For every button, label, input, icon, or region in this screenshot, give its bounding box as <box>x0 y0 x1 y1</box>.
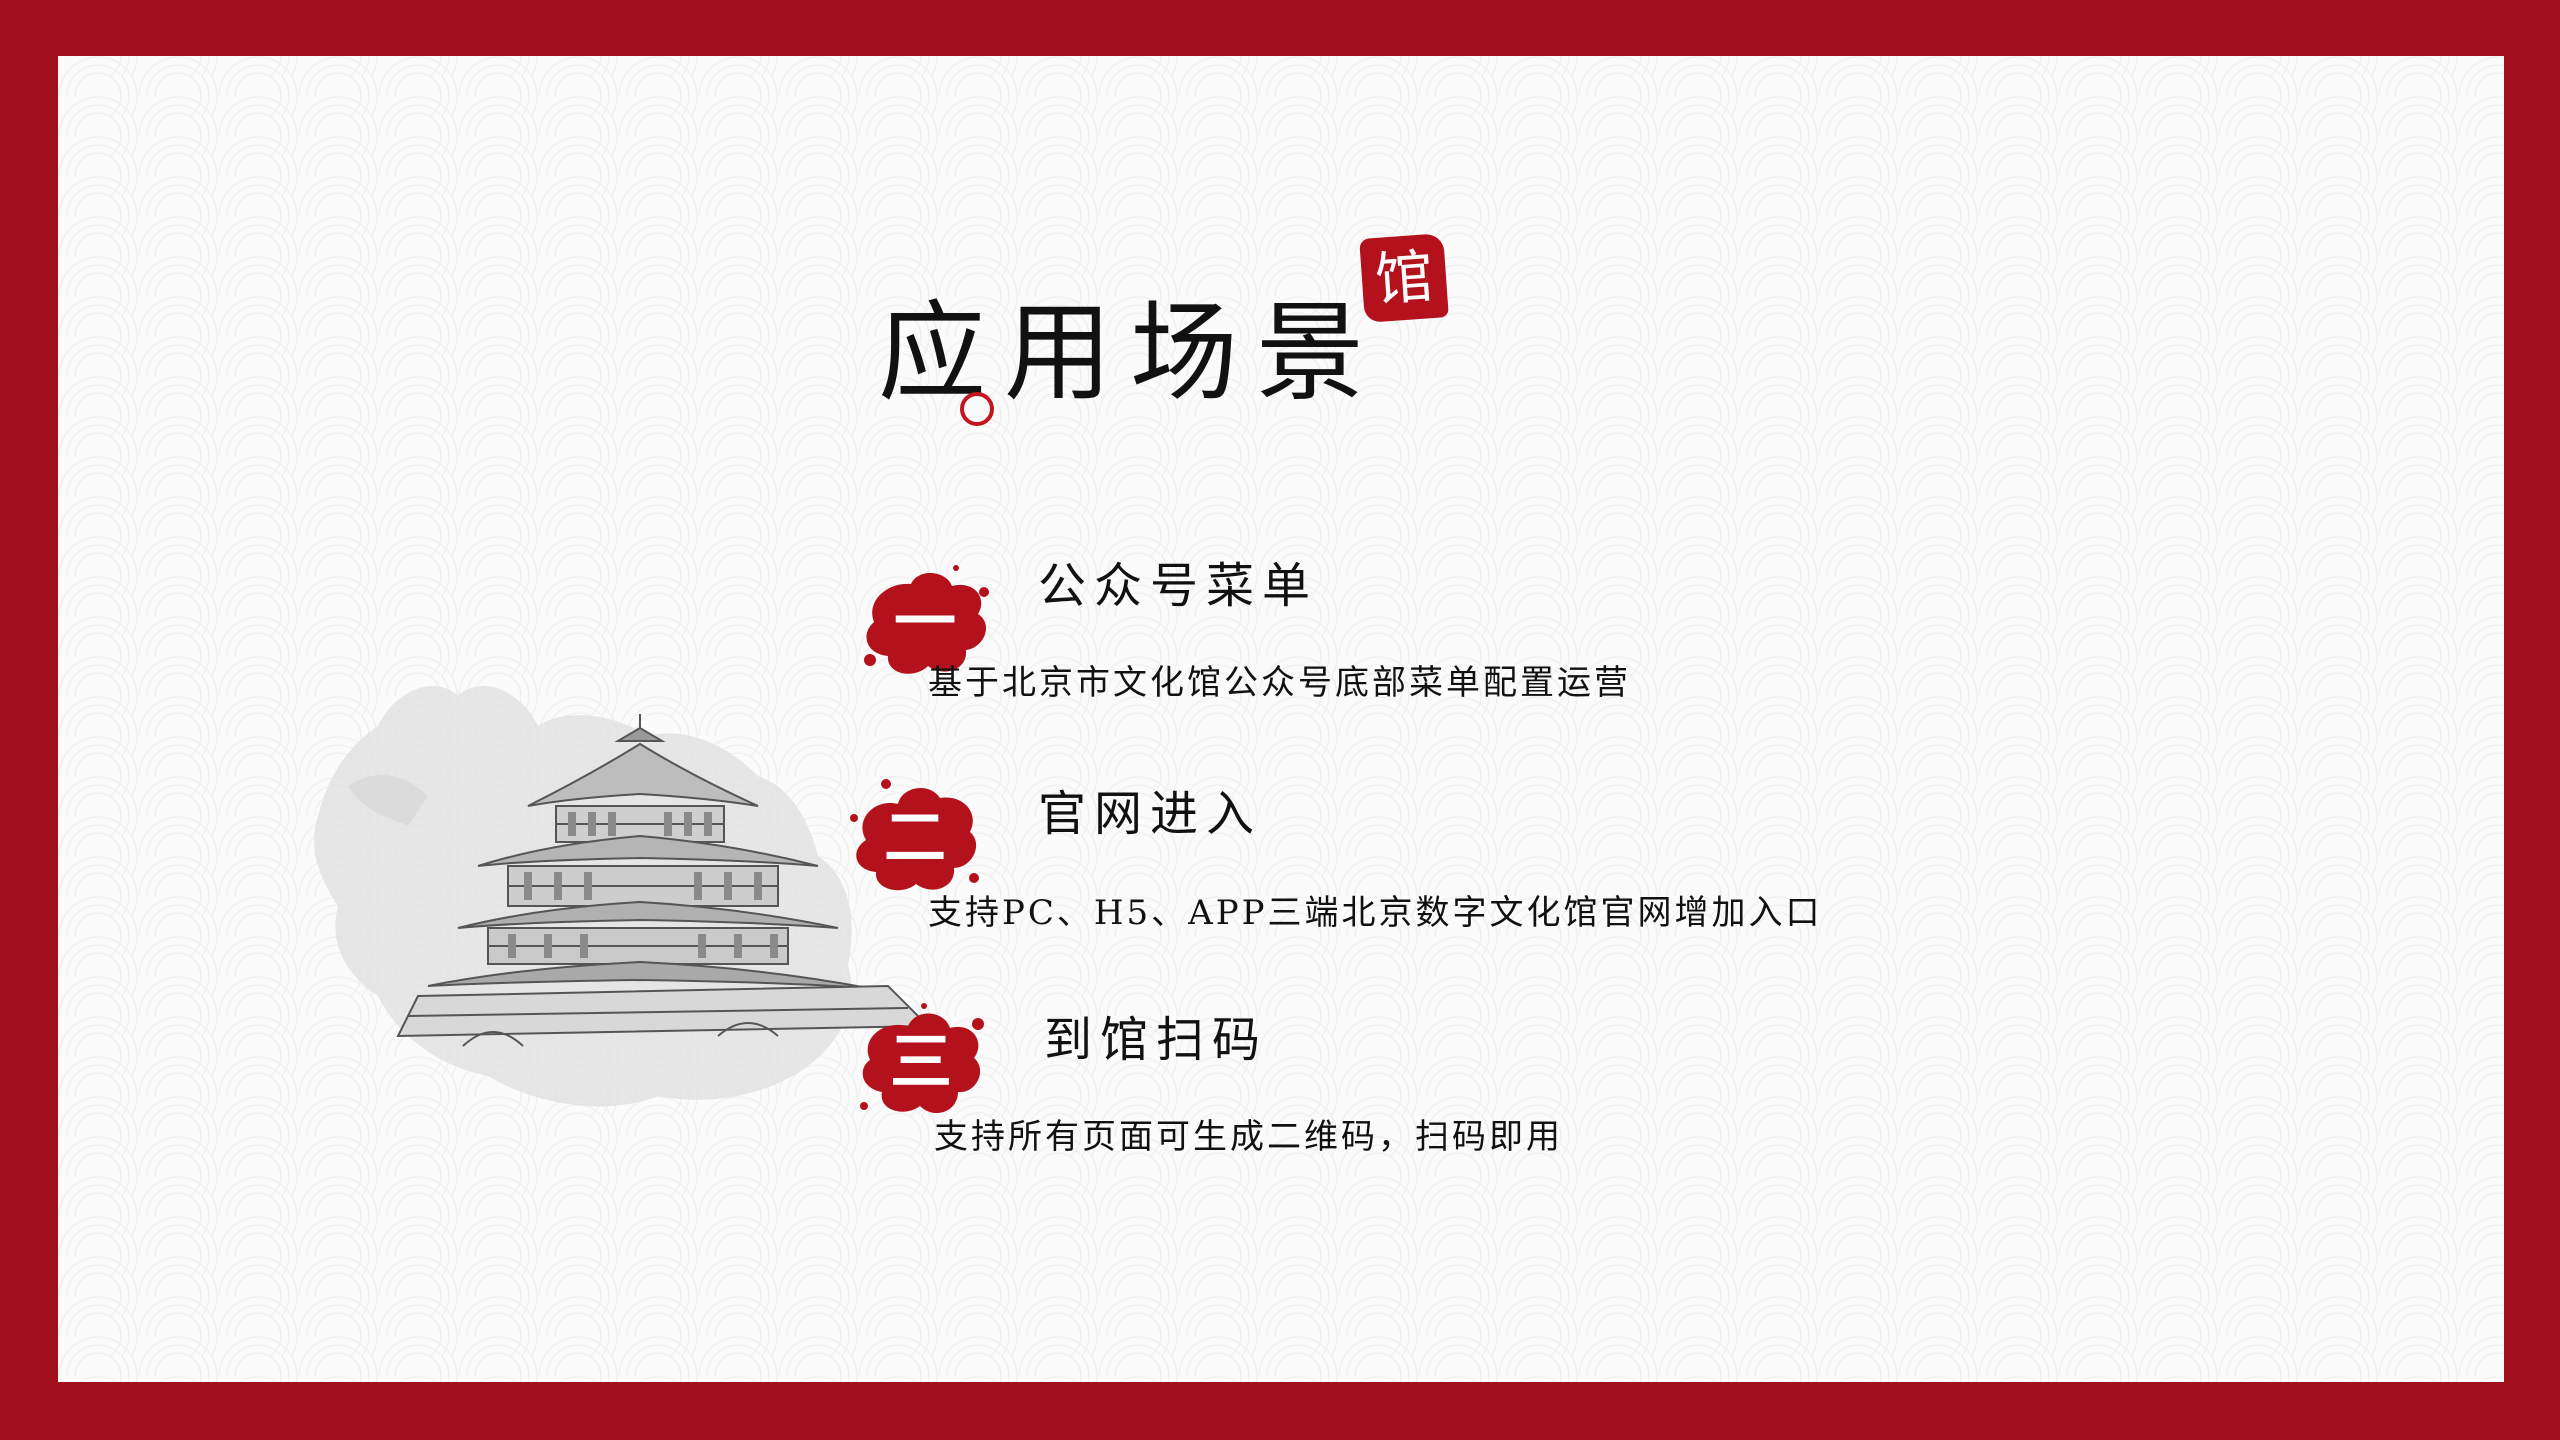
ink-splat-badge-2: 二 <box>846 778 986 898</box>
item-description: 支持所有页面可生成二维码，扫码即用 <box>934 1117 1563 1157</box>
item-number: 二 <box>883 801 948 874</box>
item-heading: 官网进入 <box>1038 786 1263 842</box>
item-number: 一 <box>893 585 958 658</box>
item-description: 支持PC、H5、APP三端北京数字文化馆官网增加入口 <box>928 893 1823 933</box>
ink-splat-icon <box>860 1003 984 1114</box>
title-ornament-circle <box>960 392 994 426</box>
ink-splat-icon <box>850 779 979 891</box>
ink-splat-badge-3: 三 <box>852 1002 992 1122</box>
item-heading: 到馆扫码 <box>1044 1012 1269 1068</box>
page-title: 应用场景 <box>878 291 1383 416</box>
item-heading: 公众号菜单 <box>1038 558 1319 614</box>
slide-canvas <box>58 56 2504 1382</box>
item-description: 基于北京市文化馆公众号底部菜单配置运营 <box>928 663 1631 703</box>
ink-splat-icon <box>864 565 989 674</box>
seal-stamp: 馆 <box>1359 233 1449 323</box>
ink-splat-badge-1: 一 <box>856 562 996 682</box>
ancient-tower-illustration <box>314 686 931 1107</box>
item-number: 三 <box>889 1025 954 1098</box>
